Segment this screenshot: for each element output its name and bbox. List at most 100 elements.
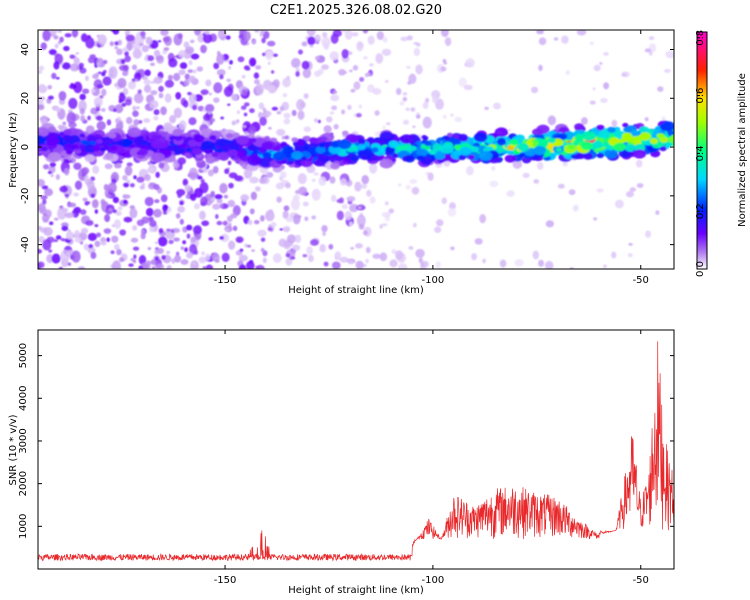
spectrogram-cell xyxy=(253,219,260,225)
spectrogram-cell xyxy=(409,179,418,184)
spectrogram-cell xyxy=(218,151,229,159)
spectrogram-cell xyxy=(241,75,246,79)
spectrogram-cell xyxy=(422,136,429,141)
spectrogram-cell xyxy=(81,167,90,175)
spectrogram-cell xyxy=(349,154,360,162)
spectrogram-cell xyxy=(47,152,62,162)
spectrogram-cell xyxy=(196,66,204,72)
spectrogram-cell xyxy=(600,98,608,104)
spectrogram-cell xyxy=(382,125,386,130)
spectrogram-cell xyxy=(491,165,496,171)
spectrogram-cell xyxy=(189,243,198,255)
spectrogram-cell xyxy=(153,183,160,191)
spectrogram-cell xyxy=(311,178,316,182)
spectrogram-cell xyxy=(415,64,423,75)
spectrogram-cell xyxy=(219,203,224,208)
spectrogram-cell xyxy=(323,125,332,134)
spectrogram-cell xyxy=(281,135,286,140)
spectrogram-cell xyxy=(622,122,629,128)
spectrogram-cell xyxy=(391,249,397,254)
spectrogram-cell xyxy=(236,110,241,115)
spectrogram-cell xyxy=(260,237,266,242)
spectrogram-cell xyxy=(93,96,103,107)
spectrogram-cell xyxy=(114,162,122,169)
spectrogram-cell xyxy=(538,37,547,46)
spectrogram-cell xyxy=(118,120,123,124)
spectrogram-cell xyxy=(532,250,540,260)
spectrogram-cell xyxy=(78,62,85,68)
spectrogram-cell xyxy=(533,179,540,184)
spectrogram-cell xyxy=(234,175,244,182)
spectrogram-cell xyxy=(628,243,633,246)
spectrogram-cell xyxy=(116,249,122,256)
spectrogram-cell xyxy=(246,260,255,269)
spectrogram-cell xyxy=(41,146,48,152)
spectrogram-cell xyxy=(49,221,54,226)
spectrogram-cell xyxy=(592,140,603,149)
spectrogram-cell xyxy=(87,34,91,39)
spectrogram-cell xyxy=(244,243,249,248)
spectrogram-cell xyxy=(308,254,314,263)
spectrogram-cell xyxy=(381,211,391,218)
spectrogram-cell xyxy=(57,30,63,33)
spectrogram-cell xyxy=(227,66,232,70)
spectrogram-cell xyxy=(116,48,123,56)
spectrogram-cell xyxy=(602,143,610,148)
spectrogram-cell xyxy=(112,196,120,204)
spectrogram-cell xyxy=(296,99,305,111)
spectrogram-cell xyxy=(216,69,226,76)
spectrogram-cell xyxy=(96,138,103,144)
spectrogram-cell xyxy=(44,188,53,197)
spectrogram-cell xyxy=(415,248,425,258)
spectrogram-cell xyxy=(211,151,219,158)
spectrogram-cell xyxy=(385,146,396,154)
spectrogram-cell xyxy=(64,33,72,38)
spectrogram-cell xyxy=(243,31,251,42)
spectrogram-cell xyxy=(262,257,267,264)
spectrogram-cell xyxy=(633,149,647,159)
spectrogram-cell xyxy=(38,70,43,74)
spectrogram-cell xyxy=(209,135,217,141)
spectrogram-cell xyxy=(74,230,80,238)
spectrogram-cell xyxy=(104,138,114,145)
spectrogram-cell xyxy=(54,107,62,112)
spectrogram-cell xyxy=(133,119,140,126)
spectrogram-cell xyxy=(38,178,45,187)
spectrogram-cell xyxy=(79,93,86,101)
spectrogram-cell xyxy=(338,68,346,76)
spectrogram-cell xyxy=(162,50,168,55)
spectrogram-cell xyxy=(629,187,637,192)
spectrogram-cell xyxy=(190,236,197,243)
spectrogram-cell xyxy=(561,35,569,44)
spectrogram-cell xyxy=(47,95,54,100)
spectrogram-cell xyxy=(251,249,255,252)
spectrogram-cell xyxy=(322,232,326,236)
x-tick-label: -150 xyxy=(214,575,237,586)
spectrogram-cell xyxy=(237,56,245,63)
spectrogram-cell xyxy=(306,246,313,255)
spectrogram-cell xyxy=(638,126,650,134)
spectrogram-cell xyxy=(104,214,111,222)
spectrogram-cell xyxy=(175,251,180,256)
spectrogram-cell xyxy=(363,56,368,60)
spectrogram-cell xyxy=(124,51,129,57)
spectrogram-cell xyxy=(165,228,172,232)
spectrogram-cell xyxy=(376,31,384,41)
spectrogram-cell xyxy=(292,244,301,251)
spectrogram-cell xyxy=(478,150,493,161)
spectrogram-cell xyxy=(160,30,169,36)
spectrogram-cell xyxy=(213,82,223,94)
spectrogram-cell xyxy=(129,208,138,219)
spectrogram-cell xyxy=(58,266,63,269)
spectrogram-cell xyxy=(53,61,60,70)
spectrogram-cell xyxy=(309,137,318,144)
spectrogram-cell xyxy=(442,58,447,63)
x-tick-label: -50 xyxy=(633,575,649,586)
spectrogram-cell xyxy=(178,120,187,131)
spectrogram-cell xyxy=(200,178,205,183)
spectrogram-cell xyxy=(64,212,75,219)
spectrogram-cell xyxy=(83,243,90,251)
spectrogram-cell xyxy=(121,102,127,107)
spectrogram-cell xyxy=(582,130,597,141)
spectrogram-cell xyxy=(175,92,182,100)
